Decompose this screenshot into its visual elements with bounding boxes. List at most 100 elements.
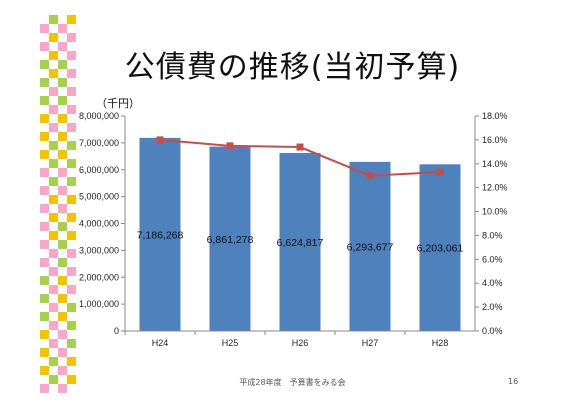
- bar: [209, 146, 251, 331]
- deco-tile: [58, 42, 67, 51]
- ratio-point: [226, 142, 234, 150]
- deco-tile: [40, 78, 49, 87]
- deco-tile: [67, 96, 76, 105]
- ratio-point: [436, 168, 444, 176]
- deco-tile: [67, 285, 76, 294]
- deco-tile: [40, 312, 49, 321]
- deco-tile: [67, 123, 76, 132]
- deco-tile: [67, 339, 76, 348]
- deco-tile: [67, 276, 76, 285]
- y2-tick-label: 8.0%: [482, 230, 503, 240]
- deco-tile: [67, 42, 76, 51]
- deco-tile: [67, 69, 76, 78]
- deco-tile: [49, 132, 58, 141]
- deco-tile: [67, 33, 76, 42]
- ratio-point: [156, 136, 164, 144]
- deco-tile: [49, 267, 58, 276]
- deco-tile: [58, 141, 67, 150]
- slide-footer: 平成28年度 予算書をみる会: [239, 378, 346, 387]
- deco-tile: [49, 78, 58, 87]
- deco-tile: [67, 159, 76, 168]
- deco-tile: [40, 186, 49, 195]
- deco-tile: [49, 168, 58, 177]
- deco-tile: [67, 357, 76, 366]
- deco-tile: [40, 132, 49, 141]
- deco-tile: [58, 114, 67, 123]
- deco-tile: [40, 24, 49, 33]
- deco-tile: [58, 105, 67, 114]
- y2-tick-label: 6.0%: [482, 254, 503, 264]
- deco-tile: [49, 15, 58, 24]
- deco-tile: [67, 312, 76, 321]
- deco-tile: [40, 96, 49, 105]
- deco-tile: [40, 123, 49, 132]
- deco-tile: [40, 51, 49, 60]
- deco-tile: [58, 204, 67, 213]
- y-axis-unit-label: （千円）: [96, 97, 140, 110]
- deco-tile: [40, 168, 49, 177]
- x-tick-label: H24: [152, 338, 169, 348]
- y-tick-label: 7,000,000: [79, 138, 119, 148]
- deco-tile: [40, 330, 49, 339]
- deco-tile: [49, 87, 58, 96]
- deco-tile: [67, 267, 76, 276]
- y2-tick-label: 14.0%: [482, 159, 508, 169]
- deco-tile: [40, 150, 49, 159]
- deco-tile: [67, 105, 76, 114]
- bar: [139, 137, 181, 331]
- deco-tile: [58, 51, 67, 60]
- y-tick-label: 2,000,000: [79, 272, 119, 282]
- x-tick-label: H26: [292, 338, 309, 348]
- deco-tile: [40, 240, 49, 249]
- deco-tile: [49, 51, 58, 60]
- deco-tile: [67, 51, 76, 60]
- deco-tile: [40, 60, 49, 69]
- deco-tile: [40, 303, 49, 312]
- deco-tile: [58, 240, 67, 249]
- deco-tile: [49, 204, 58, 213]
- deco-tile: [40, 258, 49, 267]
- deco-tile: [58, 267, 67, 276]
- y-tick-label: 5,000,000: [79, 192, 119, 202]
- deco-tile: [67, 195, 76, 204]
- deco-tile: [58, 366, 67, 375]
- deco-tile: [49, 249, 58, 258]
- deco-tile: [49, 348, 58, 357]
- deco-tile: [58, 69, 67, 78]
- deco-tile: [58, 258, 67, 267]
- bar-data-label: 6,293,677: [347, 241, 394, 253]
- deco-tile: [40, 114, 49, 123]
- deco-tile: [40, 357, 49, 366]
- deco-tile: [49, 321, 58, 330]
- deco-tile: [49, 375, 58, 384]
- deco-tile: [49, 222, 58, 231]
- deco-tile: [67, 15, 76, 24]
- deco-tile: [40, 195, 49, 204]
- y-tick-label: 0: [114, 326, 119, 336]
- chart-axes: 0 1,000,000 2,000,000 3,000,000 4,000,000 5,0…: [79, 111, 508, 348]
- deco-tile: [40, 231, 49, 240]
- deco-tile: [58, 33, 67, 42]
- deco-tile: [67, 240, 76, 249]
- deco-tile: [58, 375, 67, 384]
- deco-tile: [58, 15, 67, 24]
- deco-tile: [49, 105, 58, 114]
- deco-tile: [40, 42, 49, 51]
- deco-tile: [67, 213, 76, 222]
- deco-tile: [49, 123, 58, 132]
- y2-tick-label: 16.0%: [482, 135, 508, 145]
- deco-tile: [40, 321, 49, 330]
- deco-tile: [58, 159, 67, 168]
- deco-tile: [58, 186, 67, 195]
- deco-tile: [67, 348, 76, 357]
- deco-tile: [40, 267, 49, 276]
- deco-tile: [40, 294, 49, 303]
- deco-tile: [58, 312, 67, 321]
- deco-tile: [67, 330, 76, 339]
- deco-tile: [49, 330, 58, 339]
- deco-tile: [49, 240, 58, 249]
- deco-tile: [58, 24, 67, 33]
- deco-tile: [49, 357, 58, 366]
- deco-tile: [40, 141, 49, 150]
- deco-tile: [49, 231, 58, 240]
